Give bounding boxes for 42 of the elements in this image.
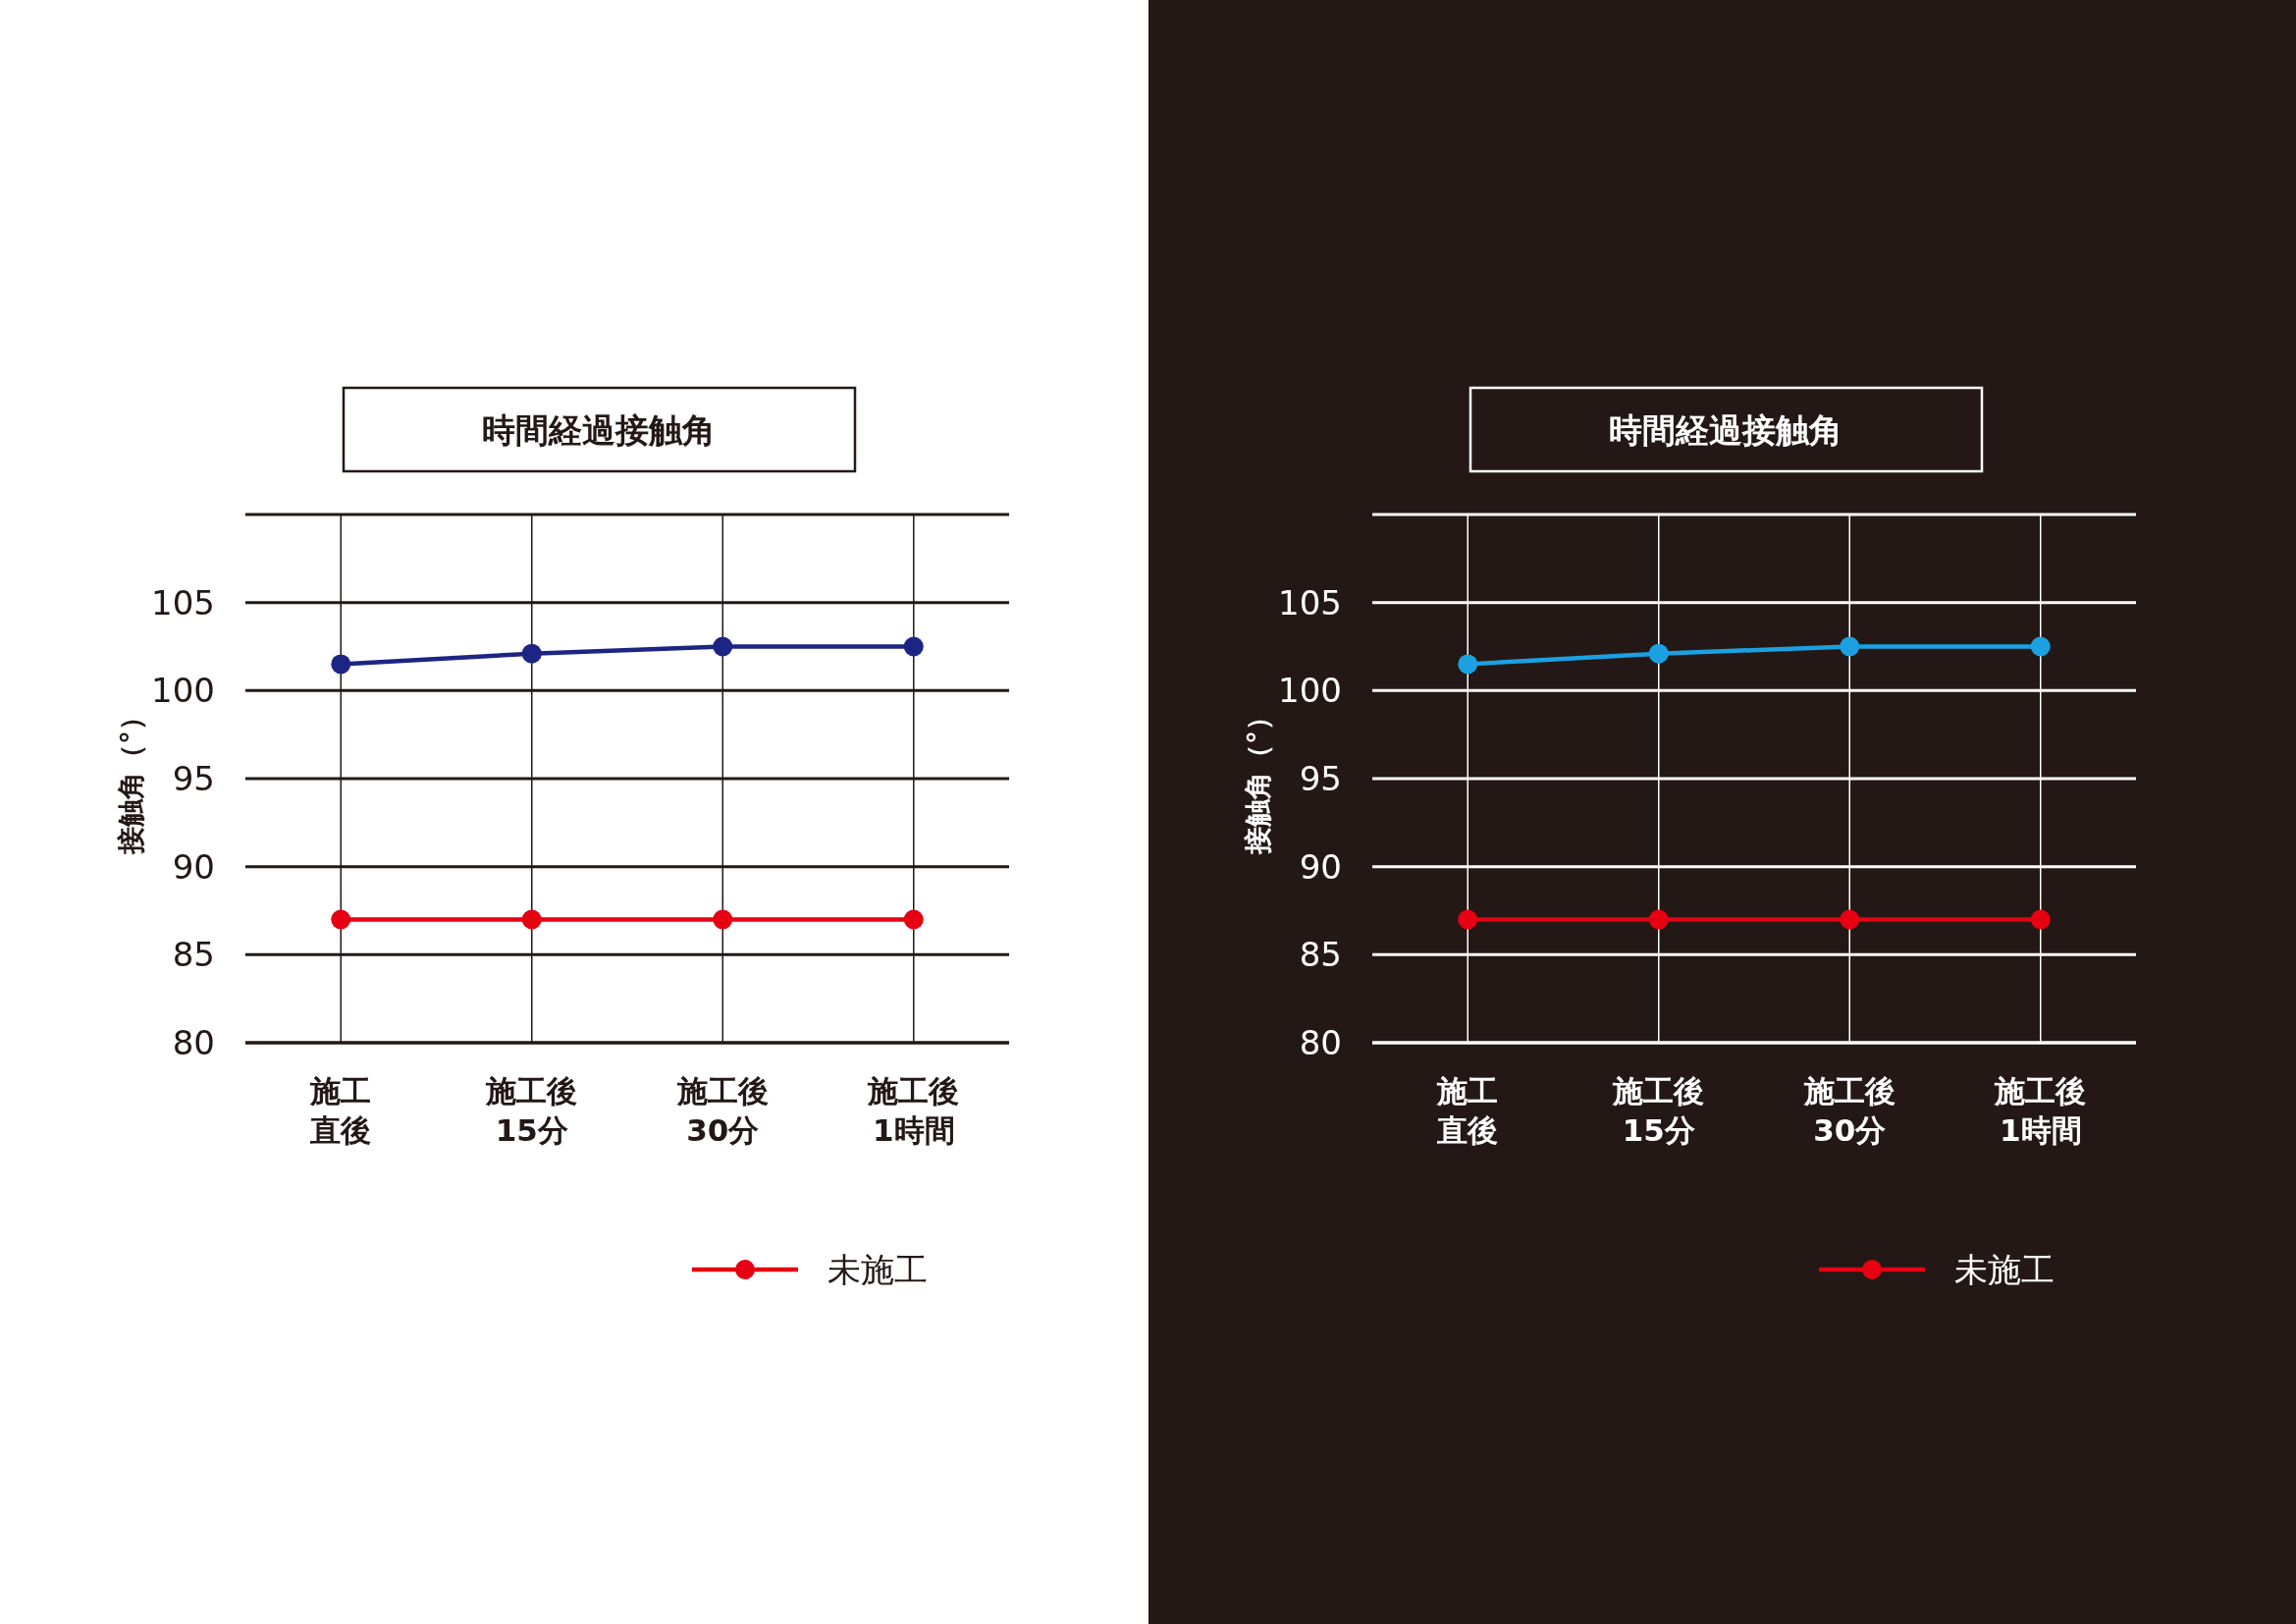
y-tick-label: 85 <box>1299 935 1342 975</box>
point <box>1840 909 1860 930</box>
y-tick-label: 105 <box>1278 582 1342 623</box>
chart-title: 時間経過接触角 <box>482 410 716 450</box>
x-tick-label: 施工直後 <box>1436 1073 1499 1148</box>
y-axis-title: 接触角（°） <box>1242 703 1274 855</box>
y-tick-label: 80 <box>1299 1022 1342 1062</box>
point <box>1648 909 1669 930</box>
y-tick-label: 105 <box>151 582 215 623</box>
y-tick-label: 100 <box>151 671 215 711</box>
point <box>331 654 351 675</box>
y-axis-title: 接触角（°） <box>115 703 147 855</box>
y-tick-label: 95 <box>1299 758 1342 798</box>
legend-label: 未施工 <box>828 1249 928 1289</box>
point <box>903 909 924 930</box>
x-tick-label: 施工後1時間 <box>1994 1073 2087 1148</box>
point <box>1458 654 1478 675</box>
y-tick-label: 95 <box>172 758 215 798</box>
y-tick-label: 100 <box>1278 671 1342 711</box>
point <box>713 636 733 657</box>
y-tick-label: 90 <box>172 846 215 887</box>
x-tick-label: 施工後1時間 <box>867 1073 960 1148</box>
point <box>713 909 733 930</box>
chart-title: 時間経過接触角 <box>1609 410 1842 450</box>
point <box>2030 909 2051 930</box>
x-tick-label: 施工直後 <box>309 1073 372 1148</box>
point <box>331 909 351 930</box>
point <box>1648 643 1669 664</box>
y-tick-label: 80 <box>172 1022 215 1062</box>
x-tick-label: 施工後15分 <box>1612 1073 1705 1148</box>
y-tick-label: 85 <box>172 935 215 975</box>
point <box>2030 636 2051 657</box>
y-tick-label: 90 <box>1299 846 1342 887</box>
point <box>1458 909 1478 930</box>
x-tick-label: 施工後30分 <box>1802 1073 1896 1148</box>
legend-label: 未施工 <box>1954 1249 2055 1289</box>
point <box>1840 636 1860 657</box>
point <box>903 636 924 657</box>
point <box>521 643 542 664</box>
x-tick-label: 施工後15分 <box>485 1073 578 1148</box>
x-tick-label: 施工後30分 <box>675 1073 769 1148</box>
point <box>521 909 542 930</box>
